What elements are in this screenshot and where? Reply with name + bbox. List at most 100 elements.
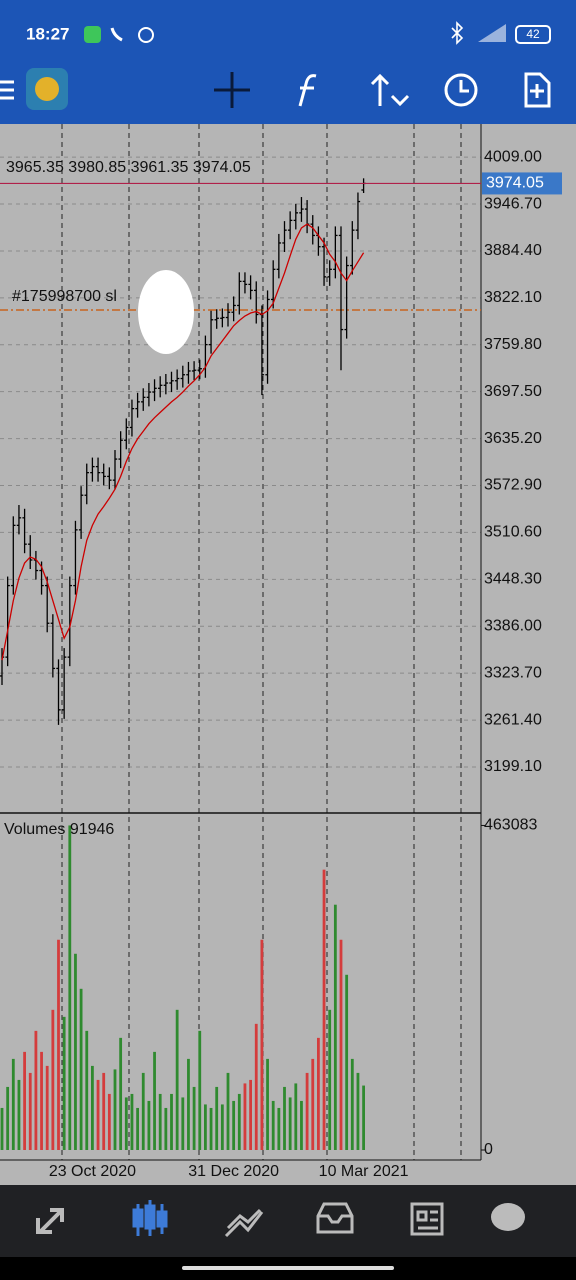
volume-bar: [243, 1083, 247, 1150]
volume-bar: [322, 869, 326, 1150]
trade-tab[interactable]: [224, 1208, 264, 1238]
x-tick-label: 31 Dec 2020: [188, 1163, 279, 1180]
chart-area[interactable]: [0, 124, 576, 1185]
top-bar: [0, 0, 576, 124]
volume-bar: [277, 1107, 281, 1150]
volume-bar: [17, 1079, 21, 1150]
volume-bar: [0, 1107, 4, 1150]
whatsapp-icon: [84, 26, 101, 43]
volume-bar: [34, 1030, 38, 1150]
call-icon: [110, 27, 123, 42]
volume-bar: [11, 1058, 15, 1150]
open-value: 3965.35: [6, 159, 64, 176]
y-tick-label: 3199.10: [484, 758, 542, 775]
low-value: 3961.35: [131, 159, 189, 176]
volume-bar: [350, 1058, 354, 1150]
volume-bar: [119, 1037, 123, 1150]
volume-bar: [192, 1086, 196, 1150]
bluetooth-icon: [451, 21, 464, 45]
x-tick-label: 23 Oct 2020: [49, 1163, 136, 1180]
volume-bar: [175, 1009, 179, 1150]
volume-bar: [339, 939, 343, 1150]
volume-bar: [79, 988, 83, 1150]
volume-bar: [158, 1093, 162, 1150]
volume-bar: [62, 1016, 66, 1150]
close-value: 3974.05: [193, 159, 251, 176]
volume-bar: [85, 1030, 89, 1150]
volume-bar: [6, 1086, 10, 1150]
volume-bar: [187, 1058, 190, 1150]
volume-bar: [220, 1104, 224, 1150]
volume-bar: [136, 1107, 139, 1150]
menu-button[interactable]: [0, 80, 14, 100]
y-tick-label: 3759.80: [484, 336, 542, 353]
volume-bar: [147, 1100, 151, 1150]
battery-level: 42: [526, 27, 540, 41]
chart-tab[interactable]: [132, 1200, 168, 1236]
volume-bar: [288, 1097, 292, 1150]
timeframe-hands: [459, 80, 469, 93]
volume-bar: [40, 1051, 43, 1150]
volume-bar: [74, 953, 77, 1150]
y-tick-label: 4009.00: [484, 148, 542, 165]
volume-bar: [266, 1058, 269, 1150]
volume-last: 91946: [70, 821, 115, 838]
last-price-label: 3974.05: [486, 175, 544, 192]
volume-bar: [333, 904, 337, 1150]
home-indicator: [182, 1266, 394, 1270]
volume-bar: [254, 1023, 258, 1150]
trade-button[interactable]: [370, 73, 410, 107]
volume-bar: [181, 1097, 185, 1150]
y-tick-label: 3822.10: [484, 289, 542, 306]
volume-bar: [113, 1069, 117, 1150]
volume-bar: [317, 1037, 320, 1150]
news-tab[interactable]: [410, 1202, 444, 1236]
volume-bar: [141, 1072, 145, 1150]
volume-bar: [232, 1100, 236, 1150]
chart: 4009.00 3946.70 3884.40 3822.10 3759.80 3697.…: [0, 124, 562, 1180]
y-tick-label: 3386.00: [484, 617, 542, 634]
timeframe-button[interactable]: [444, 73, 478, 107]
volume-bar: [124, 1097, 128, 1150]
app-logo-mark: [35, 77, 59, 101]
volume-bar: [345, 974, 349, 1150]
volume-bar: [164, 1107, 168, 1150]
y-tick-label: 3448.30: [484, 571, 542, 588]
history-tab[interactable]: [316, 1202, 354, 1234]
y-tick-label: 3510.60: [484, 524, 542, 541]
volume-bar: [57, 939, 60, 1150]
volume-label: Volumes: [4, 821, 65, 838]
crosshair-button[interactable]: [214, 72, 250, 108]
volume-bar: [271, 1100, 275, 1150]
volume-bar: [215, 1086, 219, 1150]
quotes-tab[interactable]: [36, 1208, 64, 1234]
volume-bar: [45, 1065, 49, 1150]
volume-bar: [283, 1086, 286, 1150]
order-label: #175998700 sl: [12, 288, 117, 305]
volume-info: Volumes 91946: [4, 821, 114, 838]
high-value: 3980.85: [68, 159, 126, 176]
volume-bar: [130, 1093, 134, 1150]
volume-bar: [28, 1072, 32, 1150]
last-price-box: [482, 172, 562, 195]
new-order-button[interactable]: [524, 72, 551, 108]
volume-bar: [204, 1104, 207, 1150]
redaction: [138, 270, 194, 354]
volume-bar: [51, 1009, 55, 1150]
indicators-button[interactable]: [298, 74, 317, 107]
volume-bar: [294, 1083, 298, 1150]
volume-bar: [198, 1030, 202, 1150]
chat-tab[interactable]: [491, 1203, 525, 1231]
volume-bar: [107, 1093, 111, 1150]
volume-bar: [300, 1100, 303, 1150]
ohlc-info: 3965.35 3980.85 3961.35 3974.05: [6, 159, 251, 176]
volume-bar: [328, 1009, 332, 1150]
y-tick-label: 3261.40: [484, 711, 542, 728]
y-tick-label: 3884.40: [484, 242, 542, 259]
moving-average: [1, 223, 365, 661]
volume-bar: [102, 1072, 106, 1150]
volume-bar: [23, 1051, 26, 1150]
volume-bar: [209, 1107, 213, 1150]
volume-bar: [68, 825, 72, 1150]
